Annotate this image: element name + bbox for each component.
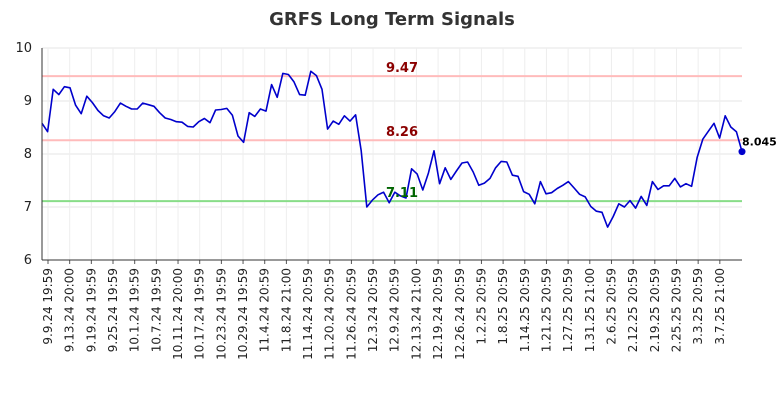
y-tick-label: 7 (24, 200, 32, 215)
x-tick-label: 12.13.24 21:00 (409, 268, 423, 360)
x-tick-label: 3.3.25 20:59 (691, 268, 705, 345)
chart-title: GRFS Long Term Signals (269, 9, 515, 30)
x-tick-label: 2.19.25 20:59 (648, 268, 662, 352)
x-tick-label: 1.2.25 20:59 (474, 268, 488, 345)
x-tick-label: 2.25.25 20:59 (669, 268, 683, 352)
x-tick-label: 11.14.24 20:59 (301, 268, 315, 360)
x-tick-label: 1.8.25 20:59 (496, 268, 510, 345)
x-tick-label: 11.20.24 20:59 (323, 268, 337, 360)
y-tick-label: 10 (15, 41, 32, 56)
price-line (41, 70, 743, 228)
y-tick-label: 9 (24, 94, 32, 109)
y-tick-label: 8 (24, 147, 32, 162)
signal-lines (42, 75, 742, 203)
x-tick-label: 12.26.24 20:59 (453, 268, 467, 360)
last-point-marker (738, 148, 746, 156)
signal-labels: 9.47 8.26 7.11 8.045 (386, 61, 777, 201)
x-tick-label: 11.4.24 20:59 (258, 268, 272, 352)
x-tick-label: 10.29.24 19:59 (236, 268, 250, 360)
x-tick-label: 1.31.25 21:00 (583, 268, 597, 352)
grid (42, 47, 742, 261)
x-tick-label: 11.8.24 21:00 (279, 268, 293, 352)
x-tick-label: 10.11.24 20:00 (171, 268, 185, 360)
last-value-label: 8.045 (742, 136, 777, 149)
x-tick-label: 9.19.24 19:59 (84, 268, 98, 352)
y-tick-label: 6 (24, 253, 32, 268)
x-tick-label: 2.12.25 20:59 (626, 268, 640, 352)
x-tick-label: 10.23.24 19:59 (214, 268, 228, 360)
x-tick-label: 1.14.25 20:59 (518, 268, 532, 352)
x-tick-label: 3.7.25 21:00 (713, 268, 727, 345)
price-series (41, 70, 746, 228)
x-tick-label: 2.6.25 20:59 (604, 268, 618, 345)
x-tick-label: 12.19.24 20:59 (431, 268, 445, 360)
x-tick-labels: 9.9.24 19:59 9.13.24 20:00 9.19.24 19:59 9.… (41, 268, 727, 360)
signal-line-label: 8.26 (386, 125, 418, 140)
y-tick-labels: 6 7 8 9 10 (15, 41, 32, 268)
x-tick-label: 9.9.24 19:59 (41, 268, 55, 345)
signal-line-label: 7.11 (386, 186, 418, 201)
x-tick-label: 12.9.24 20:59 (388, 268, 402, 352)
x-tick-label: 9.13.24 20:00 (63, 268, 77, 352)
axes (41, 48, 742, 264)
x-tick-label: 9.25.24 19:59 (106, 268, 120, 352)
x-tick-label: 1.27.25 20:59 (561, 268, 575, 352)
x-tick-label: 12.3.24 20:59 (366, 268, 380, 352)
x-tick-label: 11.26.24 20:59 (344, 268, 358, 360)
x-tick-label: 10.17.24 19:59 (193, 268, 207, 360)
signal-line-label: 9.47 (386, 61, 418, 76)
x-tick-label: 1.21.25 20:59 (539, 268, 553, 352)
x-tick-label: 10.7.24 19:59 (149, 268, 163, 352)
x-tick-label: 10.1.24 19:59 (128, 268, 142, 352)
